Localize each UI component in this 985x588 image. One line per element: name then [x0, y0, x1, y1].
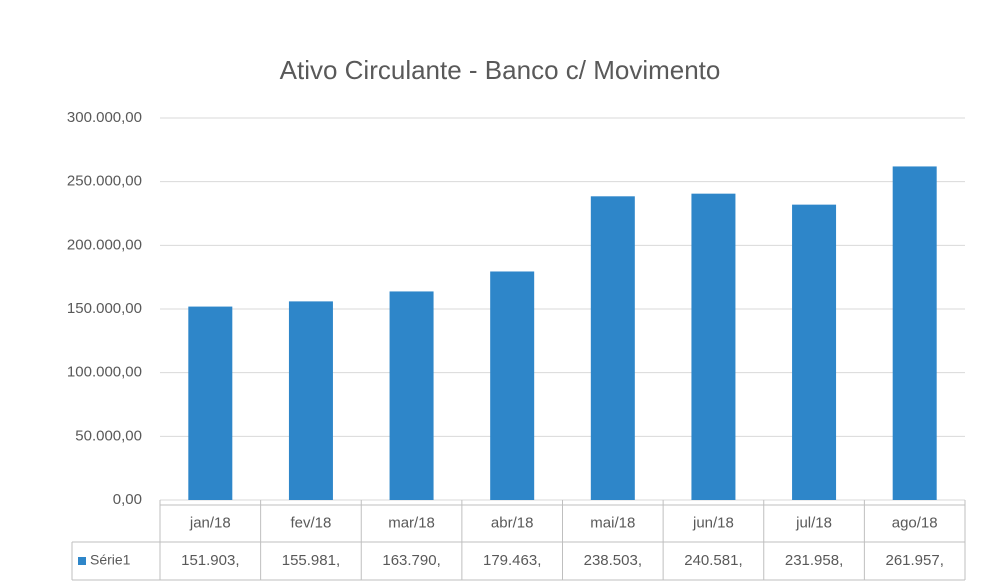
bar — [288, 301, 333, 500]
y-tick-label: 50.000,00 — [75, 427, 142, 444]
y-tick-label: 300.000,00 — [67, 109, 142, 126]
y-tick-label: 250.000,00 — [67, 173, 142, 190]
x-tick-label: mai/18 — [590, 514, 635, 531]
y-tick-label: 200.000,00 — [67, 236, 142, 253]
data-table-value: 163.790, — [382, 552, 440, 569]
data-table-value: 231.958, — [785, 552, 843, 569]
y-tick-label: 0,00 — [113, 491, 142, 508]
x-tick-label: jun/18 — [692, 514, 734, 531]
bar — [892, 166, 937, 501]
data-table-value: 261.957, — [885, 552, 943, 569]
y-tick-label: 150.000,00 — [67, 300, 142, 317]
bar — [490, 271, 535, 500]
bar — [389, 291, 434, 500]
bar — [188, 306, 233, 500]
data-table-value: 240.581, — [684, 552, 742, 569]
y-tick-label: 100.000,00 — [67, 364, 142, 381]
x-tick-label: fev/18 — [291, 514, 332, 531]
data-table-value: 151.903, — [181, 552, 239, 569]
data-table-value: 179.463, — [483, 552, 541, 569]
x-tick-label: jan/18 — [189, 514, 231, 531]
data-table-value: 238.503, — [584, 552, 642, 569]
bar — [691, 193, 736, 500]
legend-key — [78, 557, 86, 565]
x-tick-label: ago/18 — [892, 514, 938, 531]
x-tick-label: abr/18 — [491, 514, 534, 531]
data-table-value: 155.981, — [282, 552, 340, 569]
chart-title: Ativo Circulante - Banco c/ Movimento — [280, 55, 721, 85]
legend-label: Série1 — [90, 552, 131, 568]
bar — [792, 204, 837, 501]
x-tick-label: mar/18 — [388, 514, 435, 531]
bar — [590, 196, 635, 500]
x-tick-label: jul/18 — [795, 514, 832, 531]
